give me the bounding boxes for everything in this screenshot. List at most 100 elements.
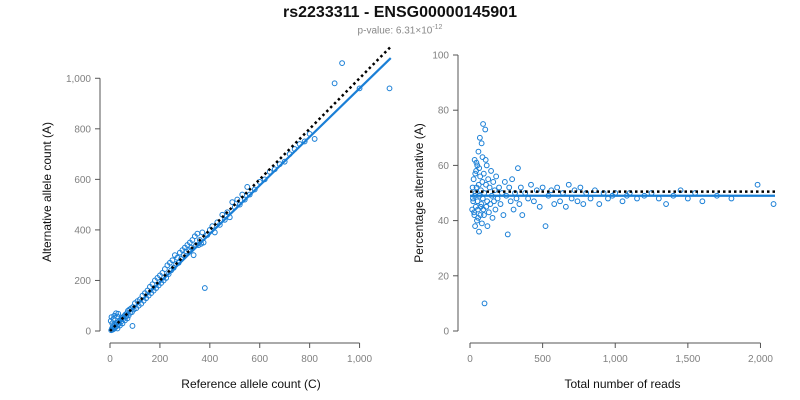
chart-1-data-point: [474, 217, 480, 224]
chart-1-data-point: [477, 173, 484, 180]
chart-1-data-point: [493, 173, 500, 180]
chart-1-data-point: [483, 181, 489, 188]
chart-1-data-point: [473, 159, 480, 166]
chart-1-data-point: [504, 231, 511, 238]
chart-1-data-point: [472, 170, 479, 177]
chart-1-data-point: [476, 165, 483, 172]
chart-1-data-point: [479, 220, 485, 227]
chart-0-data-point: [339, 60, 345, 67]
chart-1-x-tick-label: 1,500: [675, 354, 700, 365]
chart-1-data-point: [471, 212, 478, 218]
chart-1-x-tick-label: 2,000: [748, 354, 773, 365]
chart-0-x-tick-label: 600: [251, 354, 268, 365]
chart-0-data-point: [281, 158, 288, 165]
chart-0-data-point: [331, 80, 338, 87]
chart-1-y-tick-label: 80: [438, 106, 450, 117]
chart-1-data-point: [510, 206, 517, 213]
chart-1-data-point: [580, 201, 587, 207]
chart-1-data-point: [539, 184, 546, 191]
chart-1-data-point: [469, 184, 476, 191]
chart-1-data-point: [516, 201, 523, 207]
p-value-subtitle: p-value: 6.31×10-12: [0, 24, 800, 36]
chart-1-data-point: [507, 198, 514, 205]
chart-1-data-point: [619, 198, 626, 205]
chart-0-data-point: [216, 221, 223, 228]
chart-0-x-axis-label: Reference allele count (C): [181, 377, 320, 391]
p-value-text: p-value: 6.31×10: [357, 25, 433, 37]
chart-0-fit-line: [109, 57, 392, 332]
chart-0-data-point: [224, 209, 231, 216]
chart-1-data-point: [574, 198, 581, 205]
chart-1-x-axis-label: Total number of reads: [564, 377, 680, 391]
chart-0-y-tick-label: 1,000: [66, 74, 91, 85]
chart-1-data-point: [477, 203, 484, 210]
chart-1-data-point: [699, 198, 706, 205]
chart-0-data-point: [221, 216, 228, 223]
chart-0-y-tick-label: 800: [74, 124, 91, 135]
chart-0-data-point: [169, 257, 176, 264]
chart-1-x-tick-label: 1,000: [603, 354, 628, 365]
chart-0-data-point: [174, 254, 181, 261]
chart-1-data-point: [596, 201, 603, 207]
chart-1-data-point: [477, 187, 484, 194]
chart-1-data-point: [481, 300, 488, 307]
chart-1-data-point: [501, 179, 508, 185]
chart-1-data-point: [490, 179, 497, 185]
chart-0-y-tick-label: 400: [74, 225, 91, 236]
chart-1-data-point: [480, 170, 487, 177]
chart-1-data-point: [557, 198, 563, 205]
chart-1-data-point: [484, 198, 491, 205]
chart-1-data-point: [554, 184, 561, 191]
chart-1-data-point: [480, 121, 486, 127]
chart-1-data-point: [485, 209, 492, 216]
chart-1-y-tick-label: 0: [443, 327, 449, 338]
chart-0-data-point: [356, 85, 363, 92]
chart-0-reference-line: [109, 45, 392, 332]
chart-1-data-point: [484, 223, 491, 230]
chart-1-data-point: [519, 212, 526, 218]
chart-0-y-tick-label: 600: [74, 175, 91, 186]
chart-1-data-point: [479, 154, 486, 161]
chart-1-data-point: [476, 134, 483, 141]
chart-1-data-point: [472, 223, 478, 230]
chart-1-data-point: [517, 184, 524, 191]
chart-1-data-point: [663, 201, 669, 207]
chart-1-data-point: [542, 223, 549, 230]
chart-0-data-point: [246, 191, 253, 198]
chart-1-data-point: [548, 187, 555, 194]
chart-1-y-tick-label: 40: [438, 216, 450, 227]
chart-0-data-point: [311, 136, 318, 142]
chart-1-data-point: [500, 212, 507, 218]
chart-1-data-point: [551, 201, 558, 207]
chart-0-y-axis-label: Alternative allele count (A): [40, 122, 54, 262]
chart-1-x-tick-label: 0: [467, 354, 473, 365]
chart-1-data-point: [491, 187, 498, 194]
chart-0-data-point: [115, 310, 122, 317]
chart-1-data-point: [487, 201, 494, 207]
chart-1-data-point: [478, 201, 485, 207]
chart-1-data-point: [515, 165, 521, 172]
chart-0-data-point: [301, 138, 308, 145]
chart-1-data-point: [565, 181, 572, 188]
chart-1-data-point: [479, 179, 486, 185]
chart-1-data-point: [475, 148, 482, 155]
chart-1-data-point: [470, 176, 477, 183]
chart-1-data-point: [562, 203, 569, 210]
chart-1-data-point: [471, 209, 477, 216]
chart-0-data-point: [124, 315, 131, 322]
chart-0-data-point: [113, 310, 119, 317]
chart-title: rs2233311 - ENSG00000145901: [283, 4, 517, 21]
chart-1-y-tick-label: 100: [432, 51, 449, 62]
chart-1-data-point: [475, 214, 482, 221]
chart-1-data-point: [497, 201, 504, 207]
chart-1-data-point: [488, 168, 494, 174]
chart-0-data-point: [386, 85, 393, 92]
chart-0-data-point: [199, 229, 206, 236]
chart-1-data-point: [489, 214, 496, 221]
chart-0-x-tick-label: 200: [152, 354, 169, 365]
chart-1-data-point: [770, 201, 777, 207]
chart-0-x-tick-label: 1,000: [347, 354, 372, 365]
chart-0-data-point: [229, 199, 236, 206]
